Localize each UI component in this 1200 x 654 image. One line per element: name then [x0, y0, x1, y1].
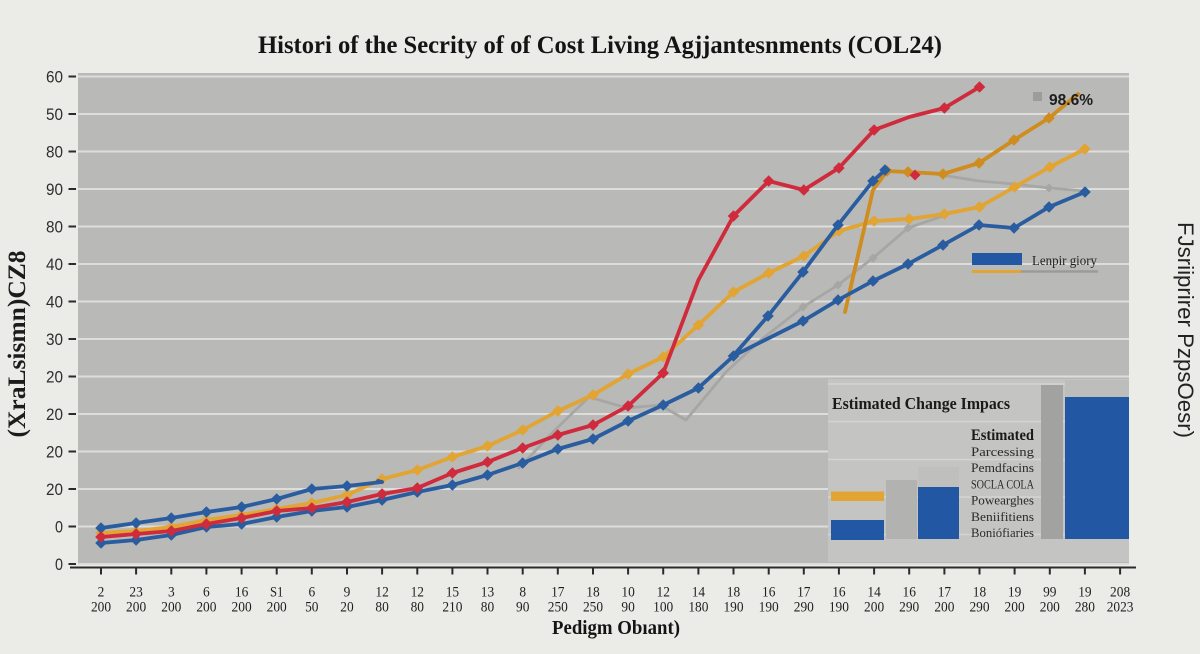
- svg-text:20: 20: [340, 600, 353, 616]
- svg-text:17: 17: [938, 585, 952, 601]
- svg-text:180: 180: [688, 600, 708, 616]
- svg-text:190: 190: [723, 600, 743, 616]
- svg-text:(XraLsismn)CZ8: (XraLsismn)CZ8: [4, 251, 31, 438]
- svg-text:0: 0: [55, 518, 63, 537]
- svg-text:Estimated: Estimated: [971, 427, 1034, 444]
- svg-text:250: 250: [583, 600, 603, 616]
- svg-text:200: 200: [196, 600, 216, 616]
- svg-text:Pedigm Obıant): Pedigm Obıant): [552, 618, 680, 639]
- svg-text:250: 250: [548, 600, 568, 616]
- svg-text:Parcessing: Parcessing: [971, 445, 1035, 459]
- svg-text:80: 80: [481, 600, 494, 616]
- svg-text:50: 50: [46, 105, 63, 124]
- svg-text:16: 16: [903, 585, 917, 601]
- svg-text:12: 12: [411, 585, 424, 601]
- svg-text:200: 200: [232, 600, 252, 616]
- svg-text:80: 80: [46, 218, 63, 237]
- svg-text:12: 12: [375, 585, 388, 601]
- svg-text:200: 200: [864, 600, 884, 616]
- svg-text:19: 19: [1008, 585, 1021, 601]
- svg-text:16: 16: [832, 585, 846, 601]
- svg-text:200: 200: [267, 600, 287, 616]
- svg-text:S1: S1: [270, 585, 283, 601]
- svg-text:20: 20: [46, 480, 63, 499]
- svg-text:15: 15: [446, 585, 459, 601]
- svg-text:3: 3: [168, 585, 175, 601]
- svg-text:40: 40: [46, 293, 63, 312]
- svg-text:Estimated Change Impacs: Estimated Change Impacs: [832, 394, 1010, 413]
- svg-text:290: 290: [899, 600, 919, 616]
- svg-text:10: 10: [621, 585, 634, 601]
- svg-text:80: 80: [411, 600, 424, 616]
- svg-text:20: 20: [46, 405, 63, 424]
- svg-text:Powearghes: Powearghes: [971, 494, 1034, 508]
- svg-text:290: 290: [794, 600, 814, 616]
- svg-text:210: 210: [442, 600, 462, 616]
- svg-text:190: 190: [829, 600, 849, 616]
- svg-text:90: 90: [46, 180, 63, 199]
- svg-text:200: 200: [126, 600, 146, 616]
- svg-text:200: 200: [1005, 600, 1025, 616]
- svg-text:40: 40: [46, 255, 63, 274]
- svg-text:99: 99: [1043, 585, 1056, 601]
- svg-text:2: 2: [98, 585, 105, 601]
- svg-text:SOCLA COLA: SOCLA COLA: [971, 477, 1034, 491]
- svg-text:FJsriiprirer PzpsOesr): FJsriiprirer PzpsOesr): [1173, 222, 1198, 438]
- svg-text:17: 17: [797, 585, 811, 601]
- svg-text:20: 20: [46, 368, 63, 387]
- svg-text:Histori of the Secrity of of C: Histori of the Secrity of of Cost Living…: [258, 32, 942, 59]
- svg-text:16: 16: [762, 585, 776, 601]
- svg-text:14: 14: [867, 585, 881, 601]
- svg-text:19: 19: [1078, 585, 1091, 601]
- svg-text:0: 0: [55, 555, 63, 574]
- svg-text:200: 200: [91, 600, 111, 616]
- svg-text:280: 280: [1075, 600, 1095, 616]
- svg-text:Lenpir giory: Lenpir giory: [1032, 254, 1097, 269]
- svg-text:6: 6: [203, 585, 210, 601]
- svg-text:18: 18: [586, 585, 599, 601]
- svg-text:20: 20: [46, 443, 63, 462]
- svg-text:2023: 2023: [1107, 600, 1134, 616]
- svg-text:18: 18: [973, 585, 986, 601]
- svg-text:50: 50: [305, 600, 318, 616]
- svg-text:Boniófiaries: Boniófiaries: [971, 526, 1034, 540]
- svg-text:200: 200: [161, 600, 181, 616]
- svg-text:90: 90: [621, 600, 634, 616]
- svg-text:12: 12: [657, 585, 670, 601]
- svg-text:100: 100: [653, 600, 673, 616]
- svg-text:Pemdfacins: Pemdfacins: [971, 461, 1034, 475]
- svg-text:17: 17: [551, 585, 565, 601]
- svg-text:13: 13: [481, 585, 494, 601]
- svg-text:18: 18: [727, 585, 740, 601]
- svg-text:98.6%: 98.6%: [1049, 92, 1093, 109]
- svg-text:16: 16: [235, 585, 249, 601]
- svg-text:6: 6: [308, 585, 315, 601]
- svg-text:200: 200: [1040, 600, 1060, 616]
- svg-text:30: 30: [46, 330, 63, 349]
- svg-text:Beniifitiens: Beniifitiens: [971, 510, 1034, 524]
- svg-text:9: 9: [344, 585, 351, 601]
- svg-text:14: 14: [692, 585, 706, 601]
- svg-text:8: 8: [519, 585, 526, 601]
- svg-text:200: 200: [934, 600, 954, 616]
- svg-text:60: 60: [46, 68, 63, 87]
- svg-text:80: 80: [375, 600, 388, 616]
- svg-text:90: 90: [516, 600, 529, 616]
- svg-text:23: 23: [129, 585, 142, 601]
- svg-text:208: 208: [1110, 585, 1130, 601]
- svg-text:290: 290: [969, 600, 989, 616]
- svg-text:80: 80: [46, 143, 63, 162]
- svg-text:190: 190: [759, 600, 779, 616]
